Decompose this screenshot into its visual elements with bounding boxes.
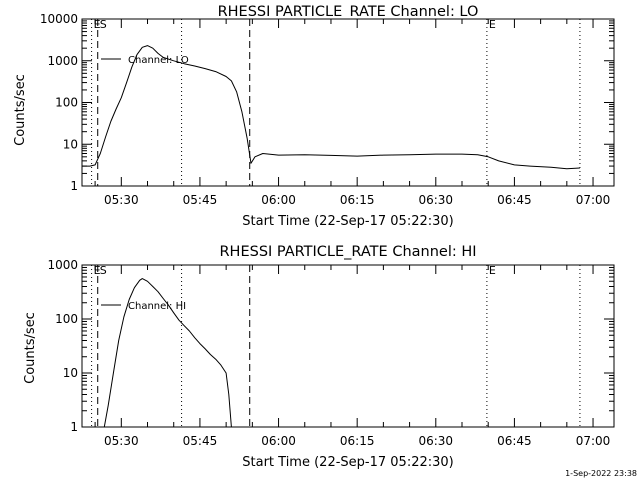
y-axis-label: Counts/sec — [23, 312, 38, 384]
y-axis-label: Counts/sec — [13, 74, 28, 146]
x-tick-label: 07:00 — [576, 434, 611, 448]
event-marker-label: S — [100, 264, 107, 277]
x-tick-label: 05:45 — [183, 434, 218, 448]
x-tick-label: 06:45 — [497, 434, 532, 448]
x-tick-label: 06:45 — [497, 193, 532, 207]
lo-channel-panel: RHESSI PARTICLE_RATE Channel: LO Counts/… — [13, 4, 615, 229]
plot-frame — [81, 18, 615, 187]
event-marker-label: E — [94, 264, 101, 277]
hi-channel-panel: RHESSI PARTICLE_RATE Channel: HI Counts/… — [23, 244, 615, 470]
series-line — [103, 278, 232, 427]
y-tick-label: 10000 — [40, 12, 78, 26]
x-tick-label: 05:45 — [183, 193, 218, 207]
chart-title: RHESSI PARTICLE_RATE Channel: LO — [218, 4, 479, 20]
x-axis-label: Start Time (22-Sep-17 05:22:30) — [242, 455, 453, 470]
x-tick-label: 07:00 — [576, 193, 611, 207]
event-marker-label: S — [100, 18, 107, 31]
y-tick-label: 1000 — [47, 54, 78, 68]
x-tick-label: 06:00 — [261, 434, 296, 448]
generation-timestamp: 1-Sep-2022 23:38 — [565, 469, 637, 478]
event-marker-label: E — [94, 18, 101, 31]
x-tick-label: 06:15 — [340, 434, 375, 448]
series-line — [82, 45, 580, 170]
x-tick-label: 05:30 — [104, 193, 139, 207]
x-tick-label: 06:00 — [261, 193, 296, 207]
y-tick-label: 100 — [55, 312, 78, 326]
x-tick-label: 06:15 — [340, 193, 375, 207]
y-tick-label: 10 — [63, 137, 78, 151]
x-tick-label: 06:30 — [418, 434, 453, 448]
y-tick-label: 1000 — [47, 258, 78, 272]
x-tick-label: 06:30 — [418, 193, 453, 207]
legend-label: Channel: LO — [128, 55, 189, 66]
y-tick-label: 10 — [63, 366, 78, 380]
plot-frame — [81, 264, 615, 428]
event-marker-label: E — [489, 18, 496, 31]
x-tick-label: 05:30 — [104, 434, 139, 448]
y-tick-label: 100 — [55, 96, 78, 110]
x-axis-label: Start Time (22-Sep-17 05:22:30) — [242, 214, 453, 229]
event-marker-label: E — [489, 264, 496, 277]
legend-label: Channel: HI — [128, 301, 186, 312]
y-tick-label: 1 — [70, 179, 78, 193]
chart-title: RHESSI PARTICLE_RATE Channel: HI — [219, 244, 476, 260]
y-tick-label: 1 — [70, 420, 78, 434]
